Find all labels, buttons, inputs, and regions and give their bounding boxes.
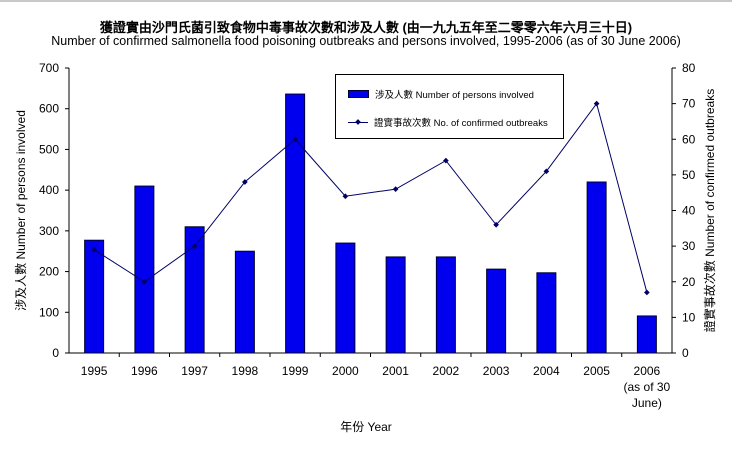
x-tick-label: 1995 <box>81 364 108 378</box>
bar-persons <box>636 315 657 354</box>
top-border <box>0 0 732 2</box>
legend: 涉及人數 Number of persons involved 證實事故次數 N… <box>335 74 564 139</box>
line-marker <box>342 193 349 200</box>
line-marker <box>443 157 449 164</box>
x-tick-label-note: June) <box>632 396 662 410</box>
bar-persons <box>385 256 406 354</box>
y-left-tick-label: 400 <box>39 183 59 197</box>
bar-persons <box>586 181 607 354</box>
x-tick-label: 2000 <box>332 364 359 378</box>
x-tick-label: 1998 <box>232 364 259 378</box>
bar-swatch-icon <box>348 90 369 98</box>
legend-line-label: 證實事故次數 No. of confirmed outbreaks <box>374 118 548 129</box>
line-marker <box>292 136 298 143</box>
line-marker <box>242 179 248 185</box>
legend-item-outbreaks: 證實事故次數 No. of confirmed outbreaks <box>348 115 548 129</box>
y-left-tick-label: 200 <box>39 265 59 279</box>
y-left-tick-label: 300 <box>39 224 59 238</box>
x-tick-label: 2006 <box>634 364 661 378</box>
bar-persons <box>536 272 557 354</box>
y-right-tick-label: 10 <box>682 310 696 324</box>
chart-title-english: Number of confirmed salmonella food pois… <box>51 34 681 48</box>
x-tick-label: 2005 <box>583 364 610 378</box>
legend-bar-label: 涉及人數 Number of persons involved <box>375 90 534 101</box>
y-left-tick-label: 600 <box>39 102 59 116</box>
line-marker <box>543 168 550 175</box>
line-marker-icon <box>348 118 368 126</box>
y-left-tick-label: 500 <box>39 142 59 156</box>
line-outbreaks <box>93 102 648 293</box>
y-left-axis-label: 涉及人數 Number of persons involved <box>14 110 28 311</box>
y-right-tick-label: 30 <box>682 239 696 253</box>
x-tick-label: 1999 <box>282 364 309 378</box>
bar-persons <box>134 185 155 354</box>
y-left-tick-label: 100 <box>39 305 59 319</box>
x-tick-label: 1997 <box>181 364 208 378</box>
line-marker <box>392 186 399 192</box>
y-right-tick-label: 60 <box>682 132 696 146</box>
legend-item-persons: 涉及人數 Number of persons involved <box>348 87 534 101</box>
bar-persons <box>234 250 255 354</box>
y-right-tick-label: 70 <box>682 97 696 111</box>
bar-persons <box>285 93 306 354</box>
x-axis-label: 年份 Year <box>340 420 392 434</box>
line-marker <box>593 100 600 107</box>
bar-persons <box>184 226 205 354</box>
y-left-tick-label: 700 <box>39 61 59 75</box>
x-tick-label: 2004 <box>533 364 560 378</box>
bar-persons <box>84 239 105 354</box>
x-tick-label: 2002 <box>433 364 460 378</box>
y-right-tick-label: 20 <box>682 275 696 289</box>
y-right-tick-label: 80 <box>682 61 696 75</box>
bar-persons <box>486 268 507 354</box>
x-tick-label-note: (as of 30 <box>624 380 671 394</box>
x-tick-label: 2001 <box>382 364 409 378</box>
y-right-tick-label: 0 <box>682 346 689 360</box>
line-marker <box>644 289 650 296</box>
bar-persons <box>335 242 356 354</box>
x-tick-label: 2003 <box>483 364 510 378</box>
line-marker <box>91 246 97 253</box>
y-right-axis-label: 證實事故次數 Number of confirmed outbreaks <box>702 89 717 332</box>
bar-persons <box>435 256 456 354</box>
y-right-tick-label: 40 <box>682 204 696 218</box>
line-marker <box>141 278 148 285</box>
y-left-tick-label: 0 <box>52 346 59 360</box>
line-marker <box>493 221 499 228</box>
y-right-tick-label: 50 <box>682 168 696 182</box>
chart-title-chinese: 獲證實由沙門氏菌引致食物中毒事故次數和涉及人數 (由一九九五年至二零零六年六月三… <box>99 20 633 35</box>
x-tick-label: 1996 <box>131 364 158 378</box>
line-marker <box>191 243 198 249</box>
